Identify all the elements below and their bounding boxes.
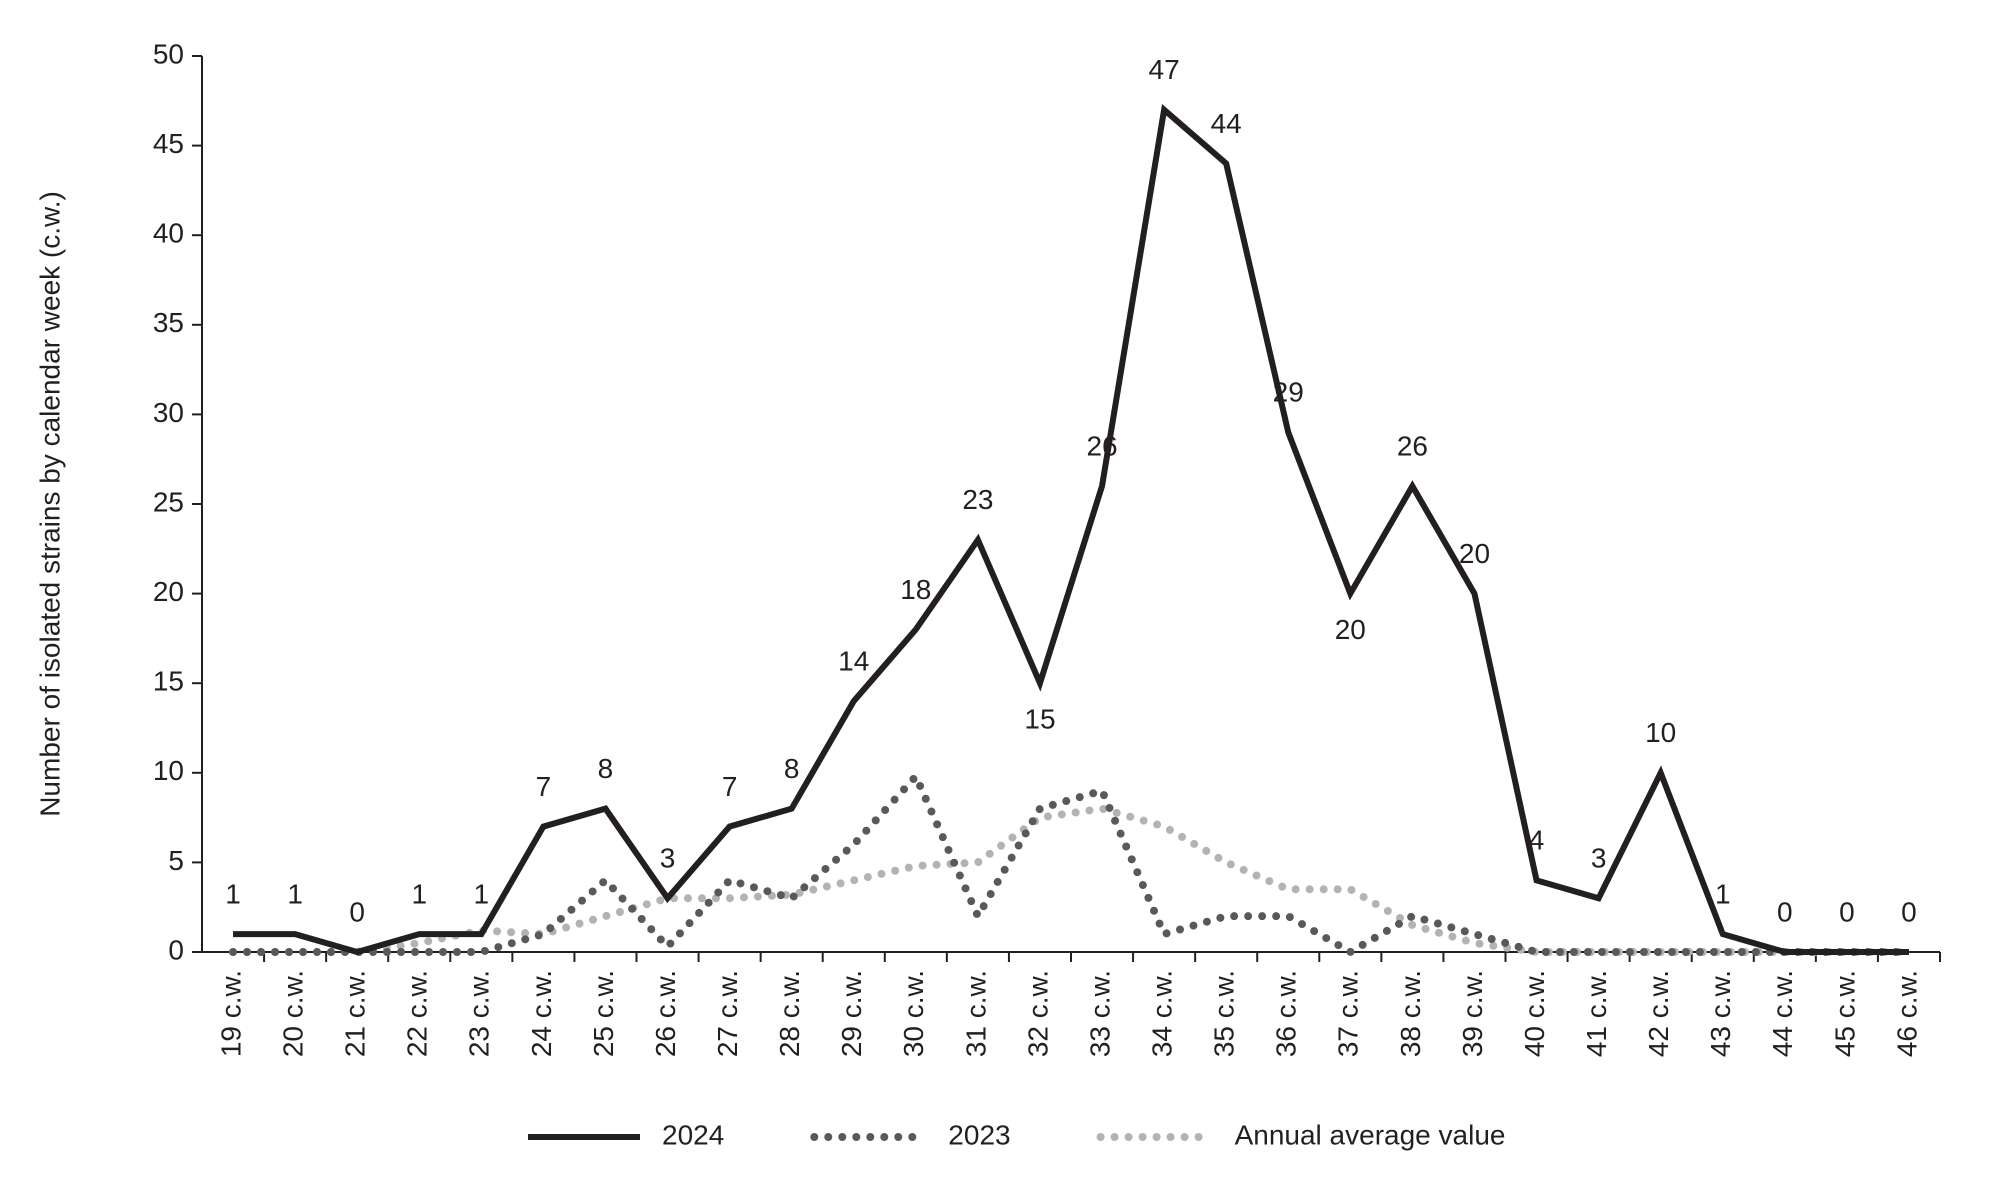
y-tick-label: 30 (153, 397, 184, 428)
x-tick-label: 32 c.w. (1022, 970, 1053, 1057)
x-tick-label: 23 c.w. (464, 970, 495, 1057)
data-label: 7 (536, 771, 552, 802)
x-tick-label: 35 c.w. (1209, 970, 1240, 1057)
data-label: 26 (1397, 430, 1428, 461)
data-label: 0 (1777, 896, 1793, 927)
x-tick-label: 25 c.w. (588, 970, 619, 1057)
series-line (229, 769, 1913, 957)
data-label: 18 (900, 574, 931, 605)
y-tick-label: 10 (153, 755, 184, 786)
y-tick-label: 20 (153, 576, 184, 607)
x-tick-label: 34 c.w. (1146, 970, 1177, 1057)
y-tick-label: 5 (168, 845, 184, 876)
data-label: 44 (1211, 108, 1242, 139)
data-label: 15 (1024, 704, 1055, 735)
x-tick-label: 29 c.w. (836, 970, 867, 1057)
data-label: 1 (287, 878, 303, 909)
data-label: 29 (1273, 377, 1304, 408)
x-tick-label: 39 c.w. (1457, 970, 1488, 1057)
data-label: 47 (1149, 54, 1180, 85)
data-label: 0 (349, 896, 365, 927)
y-tick-label: 15 (153, 666, 184, 697)
x-tick-label: 44 c.w. (1767, 970, 1798, 1057)
x-tick-label: 36 c.w. (1271, 970, 1302, 1057)
y-tick-label: 50 (153, 38, 184, 69)
data-label: 10 (1645, 717, 1676, 748)
y-tick-label: 0 (168, 934, 184, 965)
data-label: 20 (1459, 538, 1490, 569)
data-label: 1 (411, 878, 427, 909)
x-tick-label: 43 c.w. (1705, 970, 1736, 1057)
data-label: 4 (1529, 825, 1545, 856)
x-tick-label: 33 c.w. (1084, 970, 1115, 1057)
data-label: 20 (1335, 614, 1366, 645)
legend-label: Annual average value (1235, 1119, 1506, 1150)
x-tick-label: 30 c.w. (898, 970, 929, 1057)
x-tick-label: 42 c.w. (1643, 970, 1674, 1057)
x-tick-label: 37 c.w. (1333, 970, 1364, 1057)
x-tick-label: 21 c.w. (340, 970, 371, 1057)
data-label: 26 (1086, 430, 1117, 461)
legend-label: 2024 (662, 1119, 724, 1150)
x-tick-label: 31 c.w. (960, 970, 991, 1057)
x-tick-label: 28 c.w. (774, 970, 805, 1057)
data-label: 14 (838, 646, 869, 677)
legend-label: 2023 (948, 1119, 1010, 1150)
x-tick-label: 41 c.w. (1581, 970, 1612, 1057)
x-tick-label: 46 c.w. (1891, 970, 1922, 1057)
series-line (233, 103, 1909, 956)
y-tick-label: 35 (153, 307, 184, 338)
data-label: 1 (474, 878, 490, 909)
x-tick-label: 24 c.w. (526, 970, 557, 1057)
y-axis-title: Number of isolated strains by calendar w… (34, 191, 65, 817)
x-tick-label: 40 c.w. (1519, 970, 1550, 1057)
x-tick-label: 19 c.w. (215, 970, 246, 1057)
x-tick-label: 45 c.w. (1829, 970, 1860, 1057)
x-tick-label: 38 c.w. (1395, 970, 1426, 1057)
data-label: 1 (1715, 878, 1731, 909)
x-tick-label: 26 c.w. (650, 970, 681, 1057)
data-label: 7 (722, 771, 738, 802)
data-label: 3 (1591, 843, 1607, 874)
data-label: 3 (660, 843, 676, 874)
data-label: 23 (962, 484, 993, 515)
y-tick-label: 25 (153, 486, 184, 517)
data-label: 8 (598, 753, 614, 784)
y-tick-label: 45 (153, 128, 184, 159)
data-label: 0 (1901, 896, 1917, 927)
data-label: 1 (225, 878, 241, 909)
x-tick-label: 27 c.w. (712, 970, 743, 1057)
data-label: 8 (784, 753, 800, 784)
data-label: 0 (1839, 896, 1855, 927)
x-tick-label: 22 c.w. (402, 970, 433, 1057)
x-tick-label: 20 c.w. (277, 970, 308, 1057)
y-tick-label: 40 (153, 218, 184, 249)
